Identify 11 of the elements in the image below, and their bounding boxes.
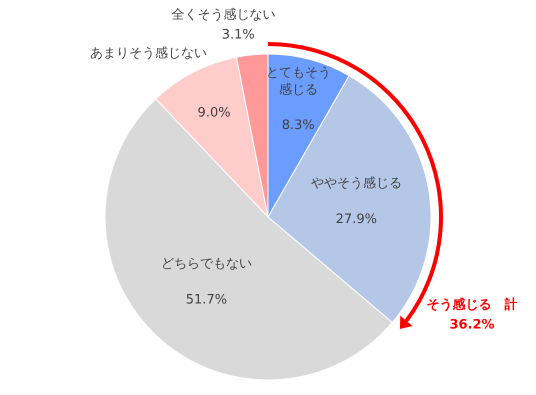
slice-label: 全くそう感じない bbox=[171, 7, 276, 22]
slice-label: ややそう感じる bbox=[310, 176, 402, 192]
slice-label: あまりそう感じない bbox=[90, 46, 207, 61]
slice-label: どちらでもない bbox=[160, 256, 252, 272]
text: そう感じる 計 bbox=[426, 296, 518, 312]
text: 36.2% bbox=[449, 318, 495, 332]
data-label: 8.3% bbox=[282, 118, 315, 134]
data-label: 51.7% bbox=[186, 292, 228, 308]
data-label: 9.0% bbox=[198, 105, 231, 120]
data-label: 3.1% bbox=[222, 27, 255, 42]
data-label: 27.9% bbox=[336, 212, 377, 228]
